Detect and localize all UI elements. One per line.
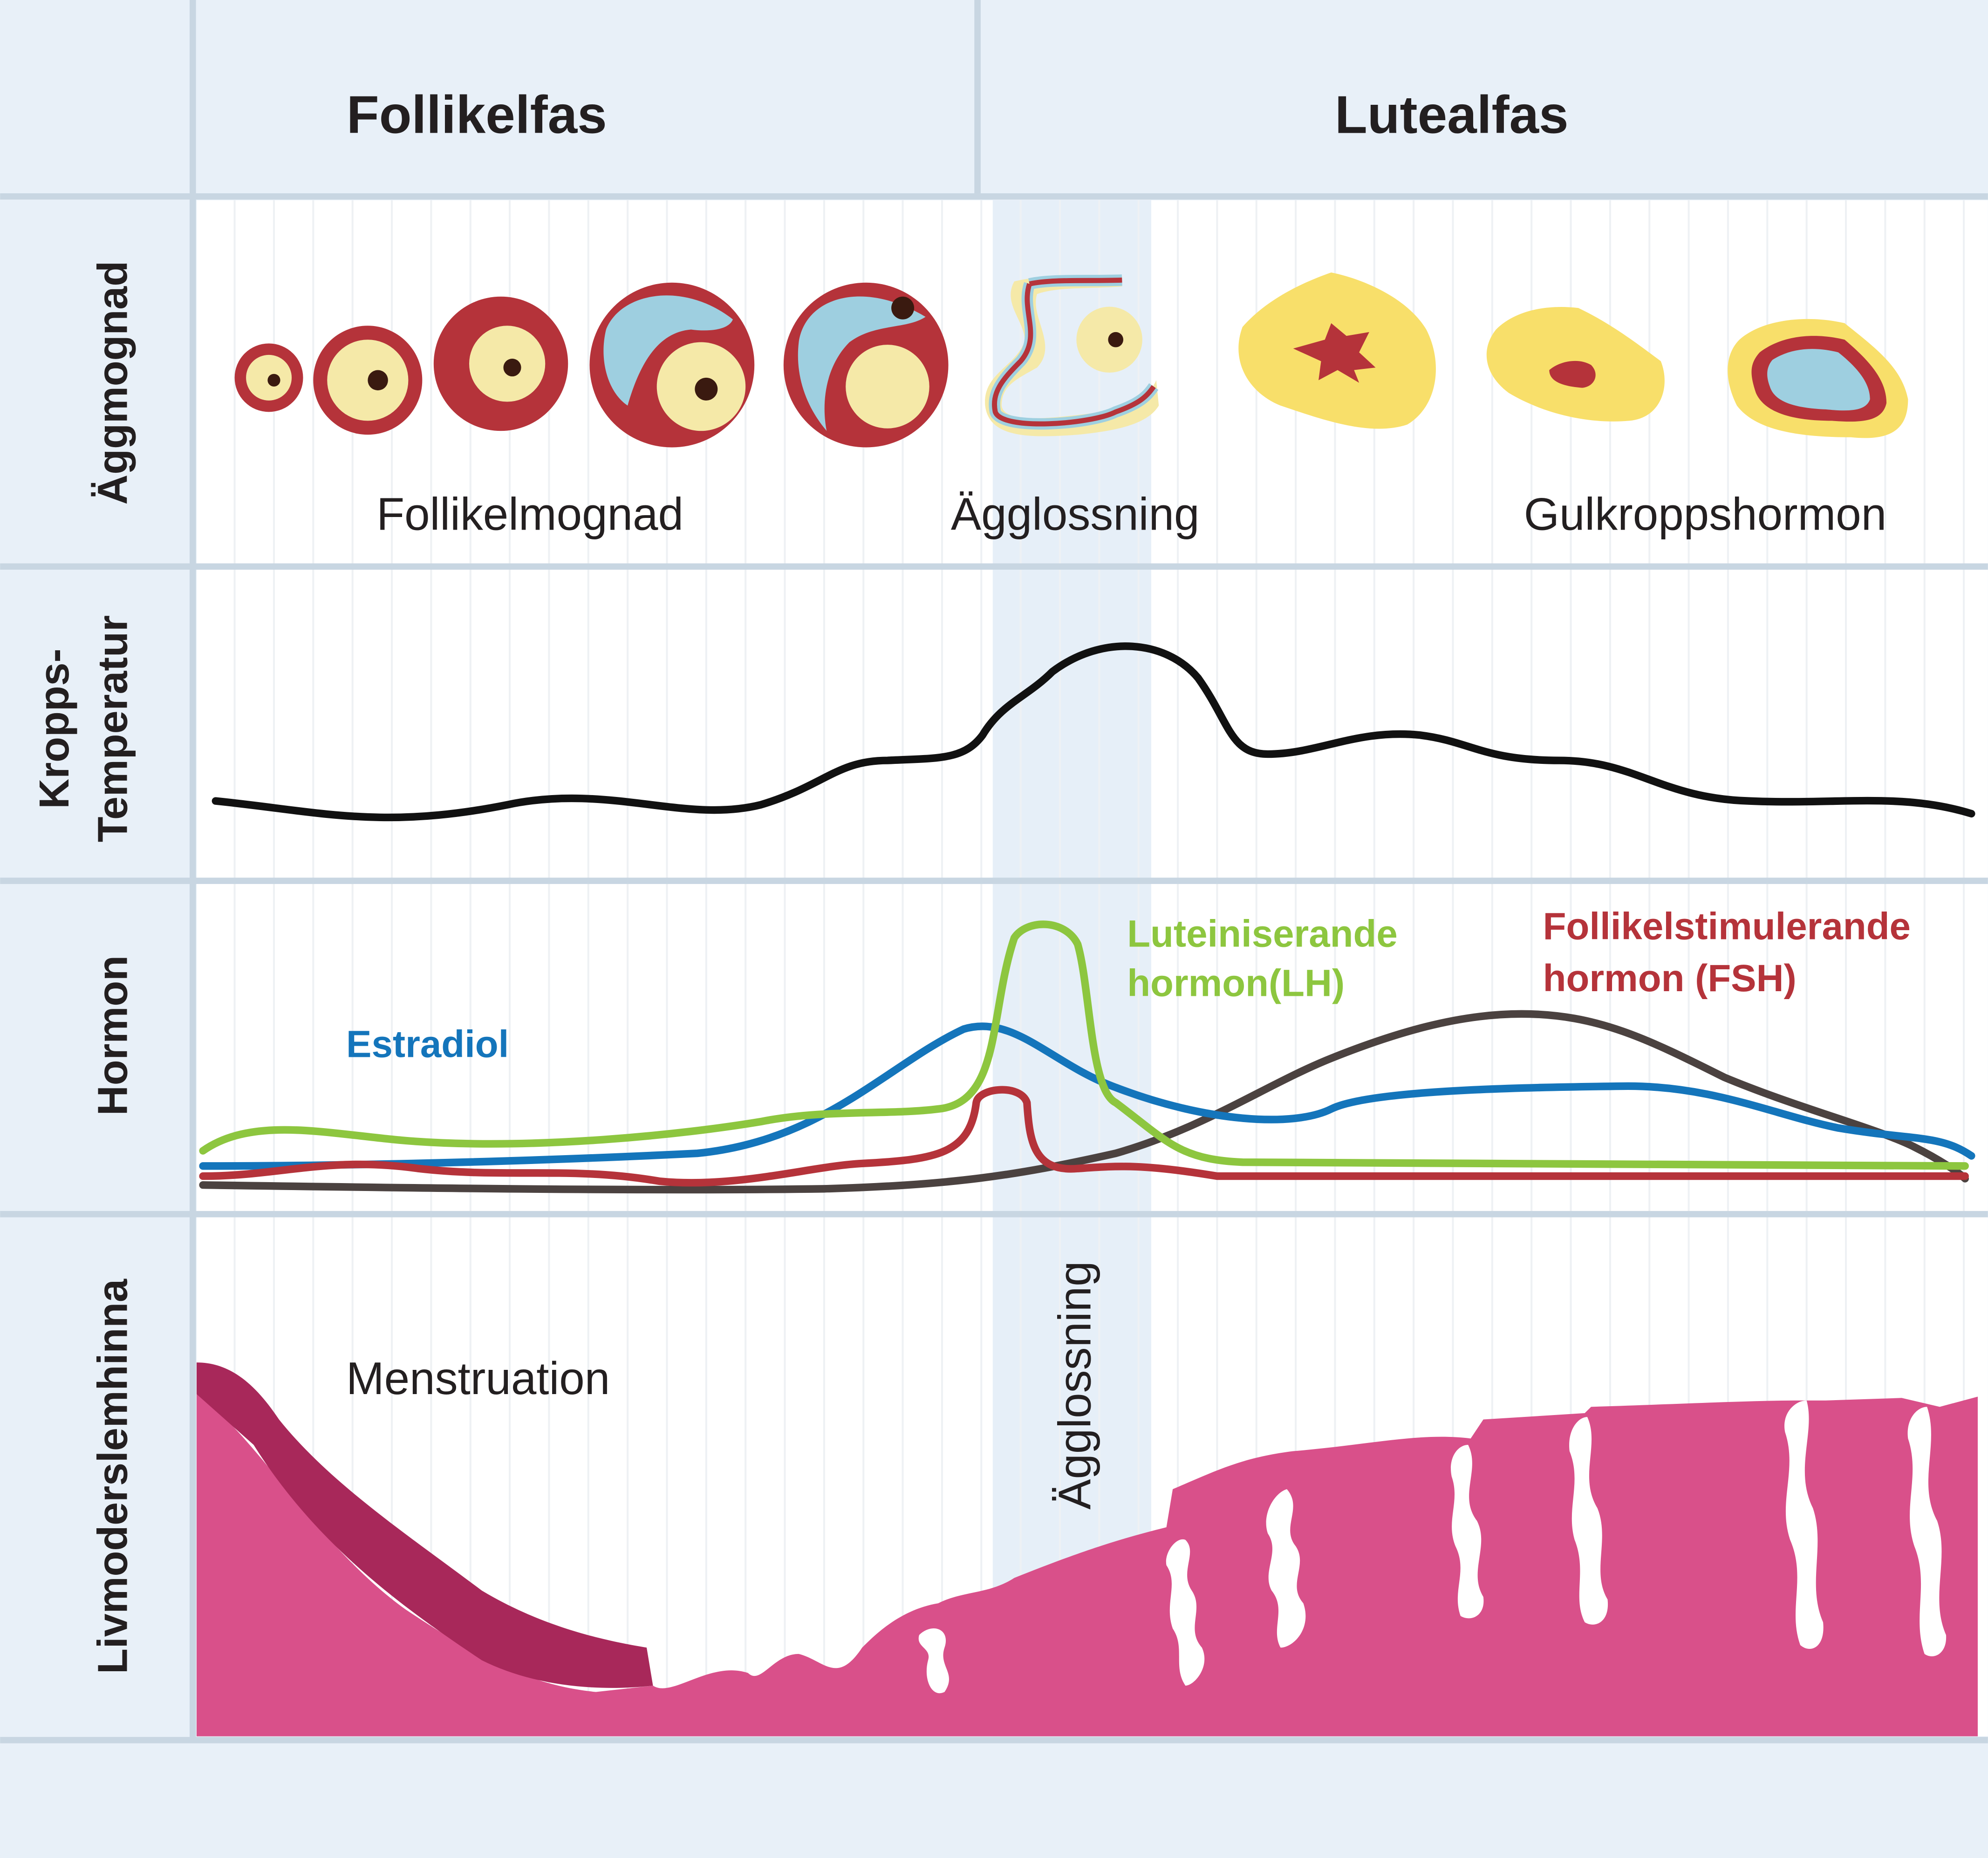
corpus-luteum-core	[1293, 323, 1376, 383]
oocyte	[891, 296, 915, 320]
corpus-luteum-core	[1549, 361, 1596, 388]
row-label: Hormon	[89, 955, 136, 1116]
estradiol-curve	[199, 1022, 1975, 1170]
ruptured-follicle-edge	[992, 277, 1156, 427]
gland	[1451, 1444, 1484, 1619]
gland	[1266, 1489, 1306, 1648]
endometrium-glands	[918, 1400, 1947, 1694]
follicle-core	[846, 345, 929, 429]
oocyte	[503, 359, 521, 377]
hormone-label: Estradiol	[346, 1023, 509, 1065]
gland	[1569, 1417, 1608, 1625]
hormone-curve	[199, 1010, 1969, 1194]
corpus-albicans-core	[1767, 349, 1870, 411]
endometrium	[196, 1394, 1978, 1736]
row-label: Kropps-	[31, 649, 78, 809]
row-label: Livmoderslemhinna	[89, 1279, 136, 1674]
stage-label: Gulkroppshormon	[1524, 488, 1886, 539]
row-label: Temperatur	[89, 615, 136, 842]
menstruation-label: Menstruation	[346, 1353, 610, 1404]
fsh-curve	[199, 1086, 1969, 1187]
shedding-layer	[196, 1362, 653, 1688]
hormone-label: Follikelstimulerande	[1543, 905, 1911, 947]
antrum	[798, 296, 926, 431]
row-label: Äggmognad	[89, 261, 136, 505]
oocyte	[1108, 332, 1124, 347]
oocyte	[267, 374, 280, 387]
gland	[918, 1628, 949, 1694]
gland	[1166, 1539, 1205, 1686]
stage-label: Ägglossning	[951, 488, 1200, 539]
phase-title: Lutealfas	[1335, 86, 1569, 145]
stage-label: Follikelmognad	[376, 488, 683, 539]
hormone-label: hormon(LH)	[1127, 962, 1345, 1005]
ovulation-label: Ägglossning	[1049, 1261, 1100, 1510]
oocyte	[368, 370, 388, 391]
antrum	[603, 295, 733, 406]
phase-title: Follikelfas	[347, 86, 607, 145]
gland	[1907, 1407, 1947, 1657]
lh-curve	[199, 920, 1969, 1170]
follicles	[234, 272, 1908, 448]
hormone-label: hormon (FSH)	[1543, 957, 1797, 1000]
oocyte	[695, 377, 718, 401]
hormone-label: Luteiniserande	[1127, 913, 1398, 955]
ovulation-band	[992, 200, 1151, 1736]
gland	[1784, 1400, 1824, 1649]
temperature-curve	[212, 642, 1975, 822]
